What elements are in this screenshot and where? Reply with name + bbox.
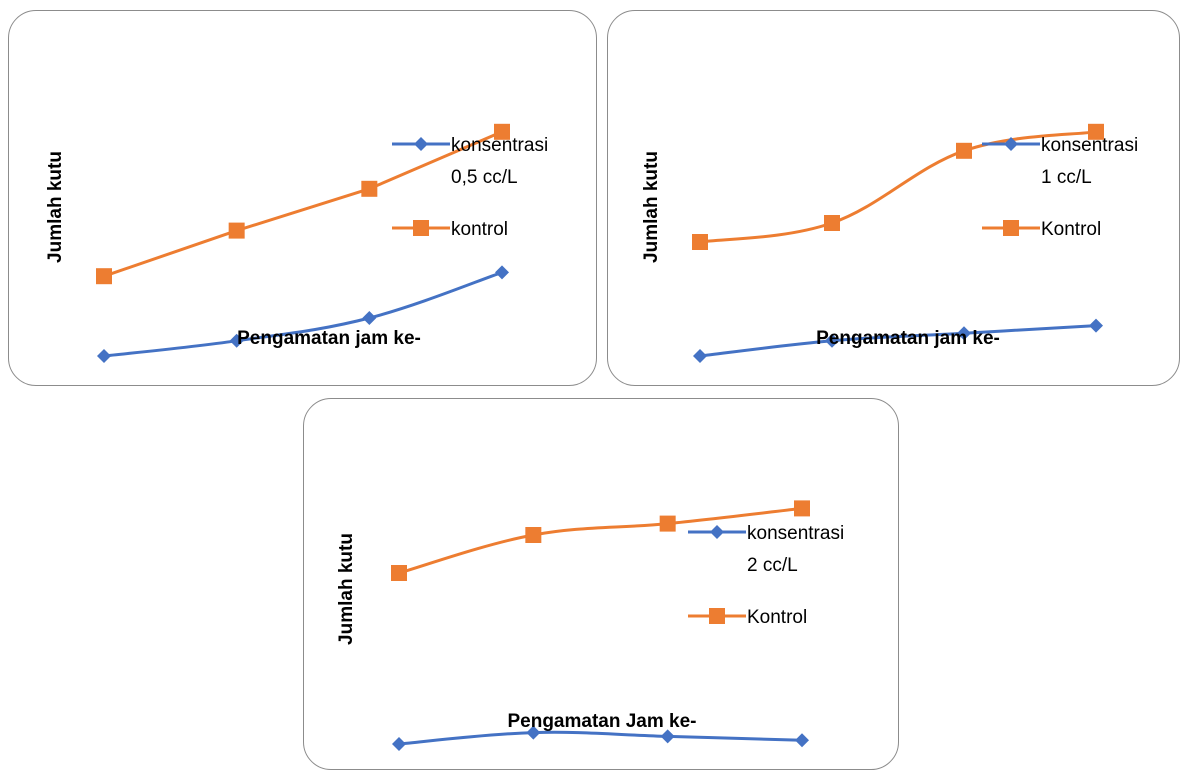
data-point-marker <box>391 565 407 581</box>
chart-panel-0.5: Jumlah kutu Pengamatan jam ke-konsentrasi… <box>8 10 597 386</box>
line-chart-2: Jumlah kutu Pengamatan Jam ke-konsentrasi… <box>336 500 844 751</box>
data-point-marker <box>495 265 509 280</box>
legend: konsentrasi 2 cc/L Kontrol <box>688 523 844 628</box>
data-point-marker <box>794 500 810 517</box>
legend-label: Kontrol <box>747 607 807 628</box>
legend: konsentrasi 0,5 cc/L kontrol <box>392 135 548 240</box>
data-point-marker <box>957 326 971 341</box>
legend-item: Kontrol <box>688 607 807 628</box>
legend-label: Kontrol <box>1041 219 1101 240</box>
legend-marker <box>709 608 725 624</box>
data-point-marker <box>824 215 840 231</box>
chart-panel-2: Jumlah kutu Pengamatan Jam ke-konsentrasi… <box>303 398 899 770</box>
data-point-marker <box>660 729 675 744</box>
data-point-marker <box>361 180 378 197</box>
legend-label: 1 cc/L <box>1041 167 1092 188</box>
legend-marker <box>413 220 429 236</box>
legend-item: kontrol <box>392 219 508 240</box>
data-point-marker <box>362 311 377 325</box>
legend-item: Kontrol <box>982 219 1101 240</box>
data-point-marker <box>1088 123 1104 140</box>
series-kontrol <box>96 123 510 285</box>
line-chart-1: Jumlah kutu Pengamatan jam ke-konsentrasi… <box>641 123 1138 363</box>
legend-marker <box>1004 137 1018 151</box>
y-axis-label: Jumlah kutu <box>641 151 662 263</box>
legend-label: konsentrasi <box>747 523 844 544</box>
data-point-marker <box>659 515 676 532</box>
legend-item: konsentrasi 2 cc/L <box>688 523 844 576</box>
series-line <box>397 730 804 746</box>
legend-label: 0,5 cc/L <box>451 167 518 188</box>
data-point-marker <box>956 142 972 159</box>
legend-marker <box>1003 220 1019 236</box>
y-axis-label: Jumlah kutu <box>45 151 66 263</box>
data-point-marker <box>692 234 708 250</box>
line-chart-0.5: Jumlah kutu Pengamatan jam ke-konsentrasi… <box>45 123 548 363</box>
x-axis-label: Pengamatan Jam ke- <box>507 711 696 732</box>
x-axis-label: Pengamatan jam ke- <box>816 328 1000 349</box>
legend-item: konsentrasi 0,5 cc/L <box>392 135 548 188</box>
series-konsentrasi <box>392 725 809 751</box>
x-axis-label: Pengamatan jam ke- <box>237 328 421 349</box>
series-kontrol <box>692 123 1104 250</box>
data-point-marker <box>228 222 245 239</box>
data-point-marker <box>494 123 510 140</box>
series-kontrol <box>391 500 810 581</box>
series-konsentrasi <box>97 265 509 363</box>
y-axis-label: Jumlah kutu <box>336 533 357 645</box>
legend-label: 2 cc/L <box>747 555 798 576</box>
chart-panel-1: Jumlah kutu Pengamatan jam ke-konsentrasi… <box>607 10 1180 386</box>
data-point-marker <box>96 268 112 285</box>
legend-label: konsentrasi <box>1041 135 1138 156</box>
legend-label: konsentrasi <box>451 135 548 156</box>
data-point-marker <box>229 333 244 348</box>
legend-label: kontrol <box>451 219 508 240</box>
data-point-marker <box>693 349 707 363</box>
data-point-marker <box>392 737 406 751</box>
data-point-marker <box>825 333 839 348</box>
legend-item: konsentrasi 1 cc/L <box>982 135 1138 188</box>
data-point-marker <box>97 349 111 363</box>
legend: konsentrasi 1 cc/L Kontrol <box>982 135 1138 240</box>
series-line <box>698 130 1098 244</box>
series-line <box>102 130 504 278</box>
series-line <box>102 270 504 358</box>
data-point-marker <box>1089 318 1103 333</box>
series-line <box>397 506 804 575</box>
legend-marker <box>710 525 724 539</box>
data-point-marker <box>525 527 542 543</box>
series-line <box>698 324 1098 358</box>
data-point-marker <box>795 733 809 748</box>
legend-marker <box>414 137 428 151</box>
series-konsentrasi <box>693 318 1103 363</box>
data-point-marker <box>526 725 541 740</box>
